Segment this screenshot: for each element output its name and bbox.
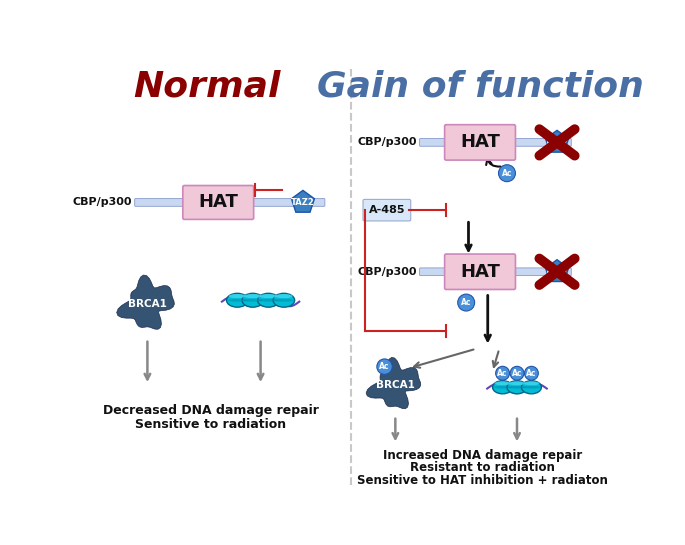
- Text: HAT: HAT: [460, 134, 500, 152]
- Ellipse shape: [495, 382, 510, 385]
- Text: Gain of function: Gain of function: [316, 70, 643, 104]
- Ellipse shape: [258, 299, 279, 301]
- Ellipse shape: [260, 294, 277, 298]
- Ellipse shape: [493, 386, 512, 389]
- Polygon shape: [292, 190, 314, 212]
- Text: Decreased DNA damage repair: Decreased DNA damage repair: [103, 404, 319, 417]
- Text: Sensitive to radiation: Sensitive to radiation: [135, 418, 286, 431]
- Ellipse shape: [509, 382, 525, 385]
- Ellipse shape: [521, 381, 541, 394]
- FancyBboxPatch shape: [420, 268, 571, 276]
- Circle shape: [377, 359, 393, 374]
- Text: Ac: Ac: [379, 362, 390, 371]
- Text: Increased DNA damage repair: Increased DNA damage repair: [383, 449, 582, 462]
- Text: Ac: Ac: [461, 298, 471, 307]
- Ellipse shape: [273, 299, 294, 301]
- Ellipse shape: [227, 299, 247, 301]
- Ellipse shape: [522, 386, 541, 389]
- Text: A-485: A-485: [369, 205, 405, 215]
- Text: TAZ2: TAZ2: [545, 267, 569, 276]
- Text: HAT: HAT: [460, 263, 500, 281]
- FancyBboxPatch shape: [420, 138, 571, 146]
- Text: TAZ2: TAZ2: [545, 138, 569, 147]
- Text: Sensitive to HAT inhibition + radiaton: Sensitive to HAT inhibition + radiaton: [357, 474, 608, 487]
- Text: BRCA1: BRCA1: [128, 299, 167, 309]
- FancyBboxPatch shape: [363, 199, 411, 221]
- Text: TAZ2: TAZ2: [291, 198, 315, 207]
- FancyBboxPatch shape: [445, 125, 515, 160]
- FancyBboxPatch shape: [183, 185, 253, 220]
- Text: Ac: Ac: [501, 169, 512, 178]
- Ellipse shape: [507, 381, 527, 394]
- Ellipse shape: [258, 293, 279, 307]
- Ellipse shape: [242, 293, 264, 307]
- Polygon shape: [366, 358, 421, 409]
- Polygon shape: [545, 130, 569, 152]
- Circle shape: [525, 366, 538, 380]
- Circle shape: [510, 366, 524, 380]
- Text: Resistant to radiation: Resistant to radiation: [410, 461, 555, 474]
- Text: CBP/p300: CBP/p300: [73, 197, 132, 208]
- Text: CBP/p300: CBP/p300: [358, 137, 417, 147]
- Ellipse shape: [275, 294, 292, 298]
- Ellipse shape: [273, 293, 295, 307]
- Ellipse shape: [244, 294, 262, 298]
- Circle shape: [496, 366, 510, 380]
- Ellipse shape: [493, 381, 512, 394]
- Ellipse shape: [229, 294, 246, 298]
- Ellipse shape: [523, 382, 539, 385]
- Text: BRCA1: BRCA1: [376, 380, 415, 390]
- Text: Ac: Ac: [512, 369, 522, 378]
- Text: HAT: HAT: [198, 193, 238, 211]
- Polygon shape: [116, 275, 175, 329]
- Text: Ac: Ac: [526, 369, 536, 378]
- FancyBboxPatch shape: [135, 198, 325, 207]
- Text: Normal: Normal: [133, 70, 280, 104]
- Ellipse shape: [242, 299, 263, 301]
- FancyBboxPatch shape: [445, 254, 515, 289]
- Text: CBP/p300: CBP/p300: [358, 267, 417, 277]
- Ellipse shape: [508, 386, 527, 389]
- Circle shape: [458, 294, 475, 311]
- Polygon shape: [545, 260, 569, 282]
- Circle shape: [499, 165, 515, 181]
- Ellipse shape: [227, 293, 248, 307]
- Text: Ac: Ac: [497, 369, 508, 378]
